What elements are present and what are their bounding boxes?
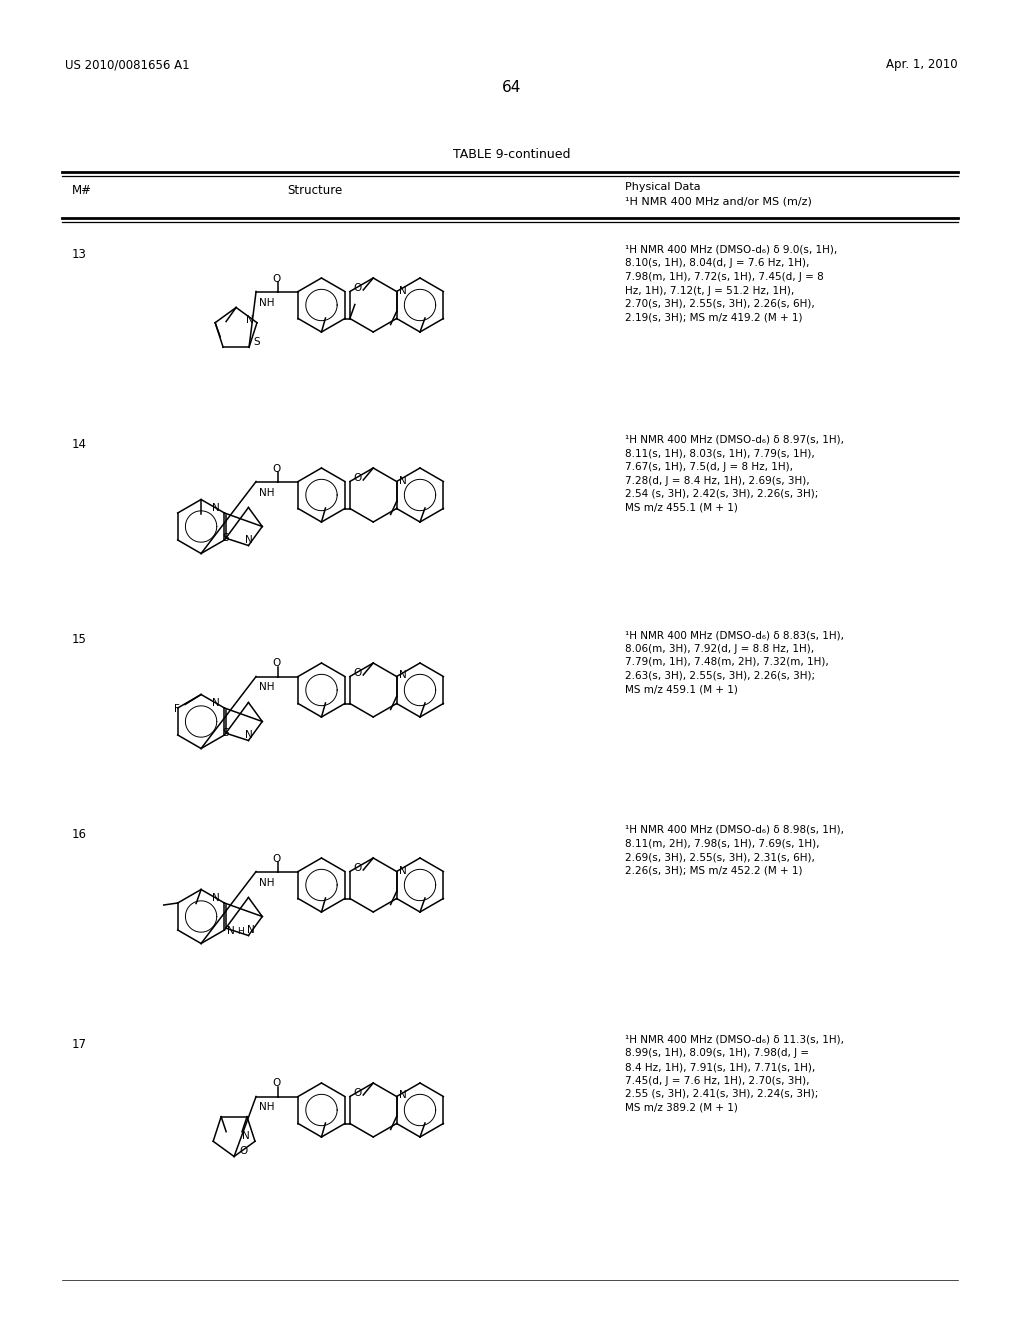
Text: Apr. 1, 2010: Apr. 1, 2010 xyxy=(887,58,958,71)
Text: 64: 64 xyxy=(503,81,521,95)
Text: 8.4 Hz, 1H), 7.91(s, 1H), 7.71(s, 1H),: 8.4 Hz, 1H), 7.91(s, 1H), 7.71(s, 1H), xyxy=(625,1063,815,1072)
Text: M#: M# xyxy=(72,183,92,197)
Text: ¹H NMR 400 MHz (DMSO-d₆) δ 8.83(s, 1H),: ¹H NMR 400 MHz (DMSO-d₆) δ 8.83(s, 1H), xyxy=(625,630,844,640)
Text: MS m/z 459.1 (M + 1): MS m/z 459.1 (M + 1) xyxy=(625,684,738,694)
Text: N: N xyxy=(246,314,254,325)
Text: 14: 14 xyxy=(72,438,87,451)
Text: 2.26(s, 3H); MS m/z 452.2 (M + 1): 2.26(s, 3H); MS m/z 452.2 (M + 1) xyxy=(625,866,803,875)
Text: NH: NH xyxy=(259,1102,274,1113)
Text: N: N xyxy=(212,698,219,708)
Text: MS m/z 389.2 (M + 1): MS m/z 389.2 (M + 1) xyxy=(625,1102,738,1113)
Text: O: O xyxy=(272,854,281,863)
Text: O: O xyxy=(353,282,361,293)
Text: N: N xyxy=(245,535,252,545)
Text: Structure: Structure xyxy=(288,183,343,197)
Text: 7.67(s, 1H), 7.5(d, J = 8 Hz, 1H),: 7.67(s, 1H), 7.5(d, J = 8 Hz, 1H), xyxy=(625,462,793,473)
Text: N: N xyxy=(398,475,407,486)
Text: O: O xyxy=(353,668,361,678)
Text: NH: NH xyxy=(259,297,274,308)
Text: O: O xyxy=(272,273,281,284)
Text: 8.11(m, 2H), 7.98(s, 1H), 7.69(s, 1H),: 8.11(m, 2H), 7.98(s, 1H), 7.69(s, 1H), xyxy=(625,838,819,849)
Text: ¹H NMR 400 MHz (DMSO-d₆) δ 8.97(s, 1H),: ¹H NMR 400 MHz (DMSO-d₆) δ 8.97(s, 1H), xyxy=(625,436,844,445)
Text: O: O xyxy=(353,1088,361,1098)
Text: ¹H NMR 400 MHz (DMSO-d₆) δ 9.0(s, 1H),: ¹H NMR 400 MHz (DMSO-d₆) δ 9.0(s, 1H), xyxy=(625,246,838,255)
Text: 2.63(s, 3H), 2.55(s, 3H), 2.26(s, 3H);: 2.63(s, 3H), 2.55(s, 3H), 2.26(s, 3H); xyxy=(625,671,815,681)
Text: Physical Data: Physical Data xyxy=(625,182,700,191)
Text: O: O xyxy=(239,1147,247,1156)
Text: 8.06(m, 3H), 7.92(d, J = 8.8 Hz, 1H),: 8.06(m, 3H), 7.92(d, J = 8.8 Hz, 1H), xyxy=(625,644,814,653)
Text: ¹H NMR 400 MHz and/or MS (m/z): ¹H NMR 400 MHz and/or MS (m/z) xyxy=(625,195,812,206)
Text: Hz, 1H), 7.12(t, J = 51.2 Hz, 1H),: Hz, 1H), 7.12(t, J = 51.2 Hz, 1H), xyxy=(625,285,795,296)
Text: 7.28(d, J = 8.4 Hz, 1H), 2.69(s, 3H),: 7.28(d, J = 8.4 Hz, 1H), 2.69(s, 3H), xyxy=(625,475,810,486)
Text: TABLE 9-continued: TABLE 9-continued xyxy=(454,148,570,161)
Text: N: N xyxy=(398,671,407,681)
Text: 7.98(m, 1H), 7.72(s, 1H), 7.45(d, J = 8: 7.98(m, 1H), 7.72(s, 1H), 7.45(d, J = 8 xyxy=(625,272,823,282)
Text: N: N xyxy=(247,924,254,935)
Text: 8.99(s, 1H), 8.09(s, 1H), 7.98(d, J =: 8.99(s, 1H), 8.09(s, 1H), 7.98(d, J = xyxy=(625,1048,809,1059)
Text: 8.10(s, 1H), 8.04(d, J = 7.6 Hz, 1H),: 8.10(s, 1H), 8.04(d, J = 7.6 Hz, 1H), xyxy=(625,259,809,268)
Text: S: S xyxy=(254,338,260,347)
Text: 2.70(s, 3H), 2.55(s, 3H), 2.26(s, 6H),: 2.70(s, 3H), 2.55(s, 3H), 2.26(s, 6H), xyxy=(625,300,815,309)
Text: N: N xyxy=(398,1090,407,1101)
Text: N: N xyxy=(242,1131,250,1142)
Text: N: N xyxy=(212,503,219,513)
Text: 7.45(d, J = 7.6 Hz, 1H), 2.70(s, 3H),: 7.45(d, J = 7.6 Hz, 1H), 2.70(s, 3H), xyxy=(625,1076,810,1085)
Text: F: F xyxy=(174,705,180,714)
Text: US 2010/0081656 A1: US 2010/0081656 A1 xyxy=(65,58,189,71)
Text: O: O xyxy=(353,473,361,483)
Text: 17: 17 xyxy=(72,1038,87,1051)
Text: NH: NH xyxy=(259,878,274,887)
Text: 15: 15 xyxy=(72,634,87,645)
Text: 2.19(s, 3H); MS m/z 419.2 (M + 1): 2.19(s, 3H); MS m/z 419.2 (M + 1) xyxy=(625,313,803,322)
Text: H: H xyxy=(237,927,244,936)
Text: ¹H NMR 400 MHz (DMSO-d₆) δ 8.98(s, 1H),: ¹H NMR 400 MHz (DMSO-d₆) δ 8.98(s, 1H), xyxy=(625,825,844,836)
Text: 2.55 (s, 3H), 2.41(s, 3H), 2.24(s, 3H);: 2.55 (s, 3H), 2.41(s, 3H), 2.24(s, 3H); xyxy=(625,1089,818,1100)
Text: O: O xyxy=(353,863,361,873)
Text: N: N xyxy=(212,894,219,903)
Text: 8.11(s, 1H), 8.03(s, 1H), 7.79(s, 1H),: 8.11(s, 1H), 8.03(s, 1H), 7.79(s, 1H), xyxy=(625,449,815,458)
Text: 2.69(s, 3H), 2.55(s, 3H), 2.31(s, 6H),: 2.69(s, 3H), 2.55(s, 3H), 2.31(s, 6H), xyxy=(625,851,815,862)
Text: N: N xyxy=(245,730,252,739)
Text: NH: NH xyxy=(259,487,274,498)
Text: 7.79(m, 1H), 7.48(m, 2H), 7.32(m, 1H),: 7.79(m, 1H), 7.48(m, 2H), 7.32(m, 1H), xyxy=(625,657,828,667)
Text: MS m/z 455.1 (M + 1): MS m/z 455.1 (M + 1) xyxy=(625,503,738,512)
Text: 2.54 (s, 3H), 2.42(s, 3H), 2.26(s, 3H);: 2.54 (s, 3H), 2.42(s, 3H), 2.26(s, 3H); xyxy=(625,488,818,499)
Text: N: N xyxy=(227,927,234,936)
Text: 16: 16 xyxy=(72,828,87,841)
Text: N: N xyxy=(398,285,407,296)
Text: ¹H NMR 400 MHz (DMSO-d₆) δ 11.3(s, 1H),: ¹H NMR 400 MHz (DMSO-d₆) δ 11.3(s, 1H), xyxy=(625,1035,844,1045)
Text: NH: NH xyxy=(259,682,274,693)
Text: O: O xyxy=(272,463,281,474)
Text: O: O xyxy=(272,1078,281,1089)
Text: S: S xyxy=(223,729,229,738)
Text: S: S xyxy=(223,533,229,544)
Text: N: N xyxy=(398,866,407,875)
Text: 13: 13 xyxy=(72,248,87,261)
Text: O: O xyxy=(272,659,281,668)
